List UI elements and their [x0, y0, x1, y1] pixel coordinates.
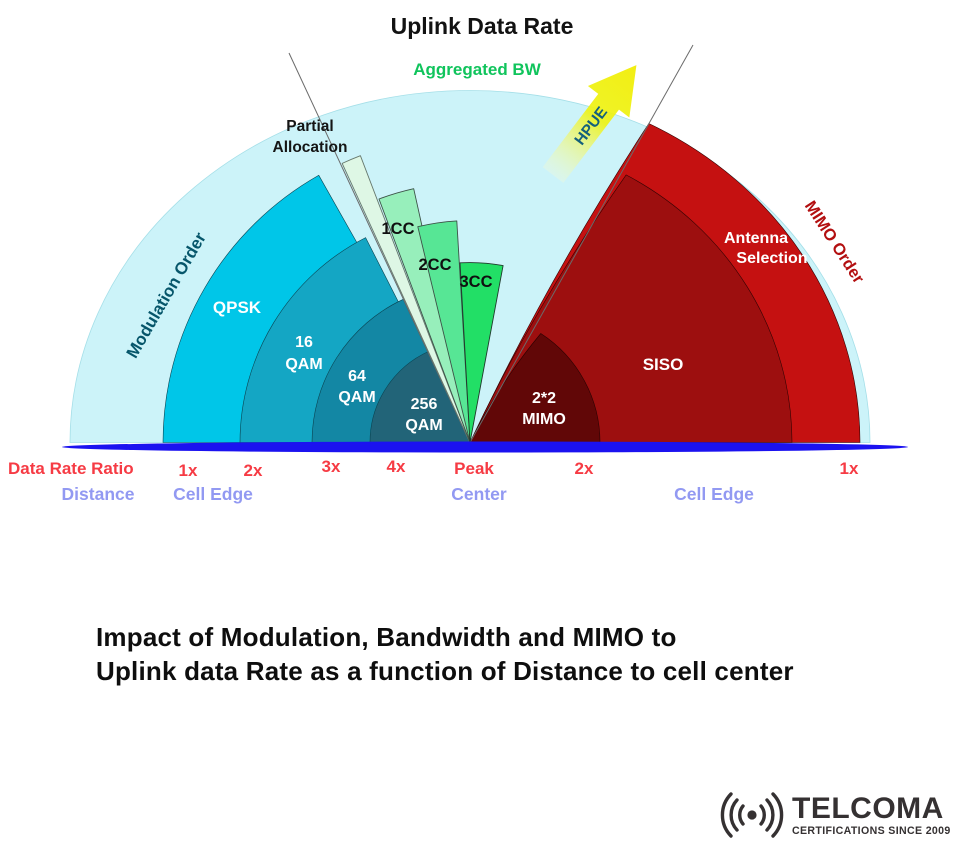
- cc2-label: 2CC: [418, 256, 451, 274]
- 64qam-label-line2: QAM: [338, 389, 375, 406]
- siso-label: SISO: [643, 355, 684, 374]
- uplink-diagram: HPUE Uplink Data Rate Aggregated BW Part…: [62, 13, 908, 453]
- partial-allocation-label-line1: Partial: [286, 118, 333, 135]
- 256qam-label-line2: QAM: [405, 417, 442, 434]
- petal-3cc: [459, 262, 504, 443]
- antenna-selection-label-line1: Antenna: [724, 230, 788, 247]
- 16qam-label-line1: 16: [295, 334, 313, 351]
- hpue-arrow-shape: [542, 65, 637, 183]
- petal-2cc: [417, 220, 471, 443]
- petal-partial-allocation: [341, 155, 471, 443]
- caption: Impact of Modulation, Bandwidth and MIMO…: [96, 620, 794, 688]
- logo-tagline: CERTIFICATIONS SINCE 2009: [792, 824, 951, 837]
- sector-2x2-mimo: [469, 333, 601, 443]
- 64qam-label-line1: 64: [348, 368, 366, 385]
- distance-label: Distance: [61, 484, 135, 504]
- telcoma-logo: TELCOMA CERTIFICATIONS SINCE 2009: [716, 788, 951, 842]
- 2x2-mimo-label-line2: MIMO: [522, 411, 566, 428]
- logo-name: TELCOMA: [792, 791, 944, 825]
- 2x2-mimo-label-line1: 2*2: [532, 390, 556, 407]
- leader-line-right: [469, 44, 694, 443]
- 256qam-label-line1: 256: [411, 396, 438, 413]
- ratio-tick-peak: Peak: [454, 459, 494, 478]
- ratio-tick-2x-left: 2x: [243, 461, 263, 480]
- caption-line1: Impact of Modulation, Bandwidth and MIMO…: [96, 622, 677, 652]
- petal-1cc: [378, 188, 471, 443]
- ratio-tick-1x-right: 1x: [839, 459, 859, 478]
- radio-waves-icon: [720, 792, 784, 838]
- baseline-ellipse: [62, 441, 908, 453]
- aggregated-bw-label: Aggregated BW: [413, 60, 541, 79]
- ratio-tick-2x-right: 2x: [574, 459, 594, 478]
- ratio-tick-4x: 4x: [386, 457, 406, 476]
- cell-edge-left-label: Cell Edge: [173, 484, 253, 504]
- ratio-tick-1x-left: 1x: [178, 461, 198, 480]
- antenna-selection-label-line2: Selection: [736, 250, 807, 267]
- cc3-label: 3CC: [459, 273, 492, 291]
- ratio-tick-3x: 3x: [321, 457, 341, 476]
- cell-edge-right-label: Cell Edge: [674, 484, 754, 504]
- center-label: Center: [451, 484, 507, 504]
- qpsk-label: QPSK: [213, 298, 262, 317]
- cc1-label: 1CC: [381, 220, 414, 238]
- caption-line2: Uplink data Rate as a function of Distan…: [96, 656, 794, 686]
- 16qam-label-line2: QAM: [285, 356, 322, 373]
- diagram-title: Uplink Data Rate: [391, 13, 574, 39]
- partial-allocation-label-line2: Allocation: [273, 139, 348, 156]
- sector-256qam: [369, 348, 471, 443]
- data-rate-ratio-label: Data Rate Ratio: [8, 459, 134, 478]
